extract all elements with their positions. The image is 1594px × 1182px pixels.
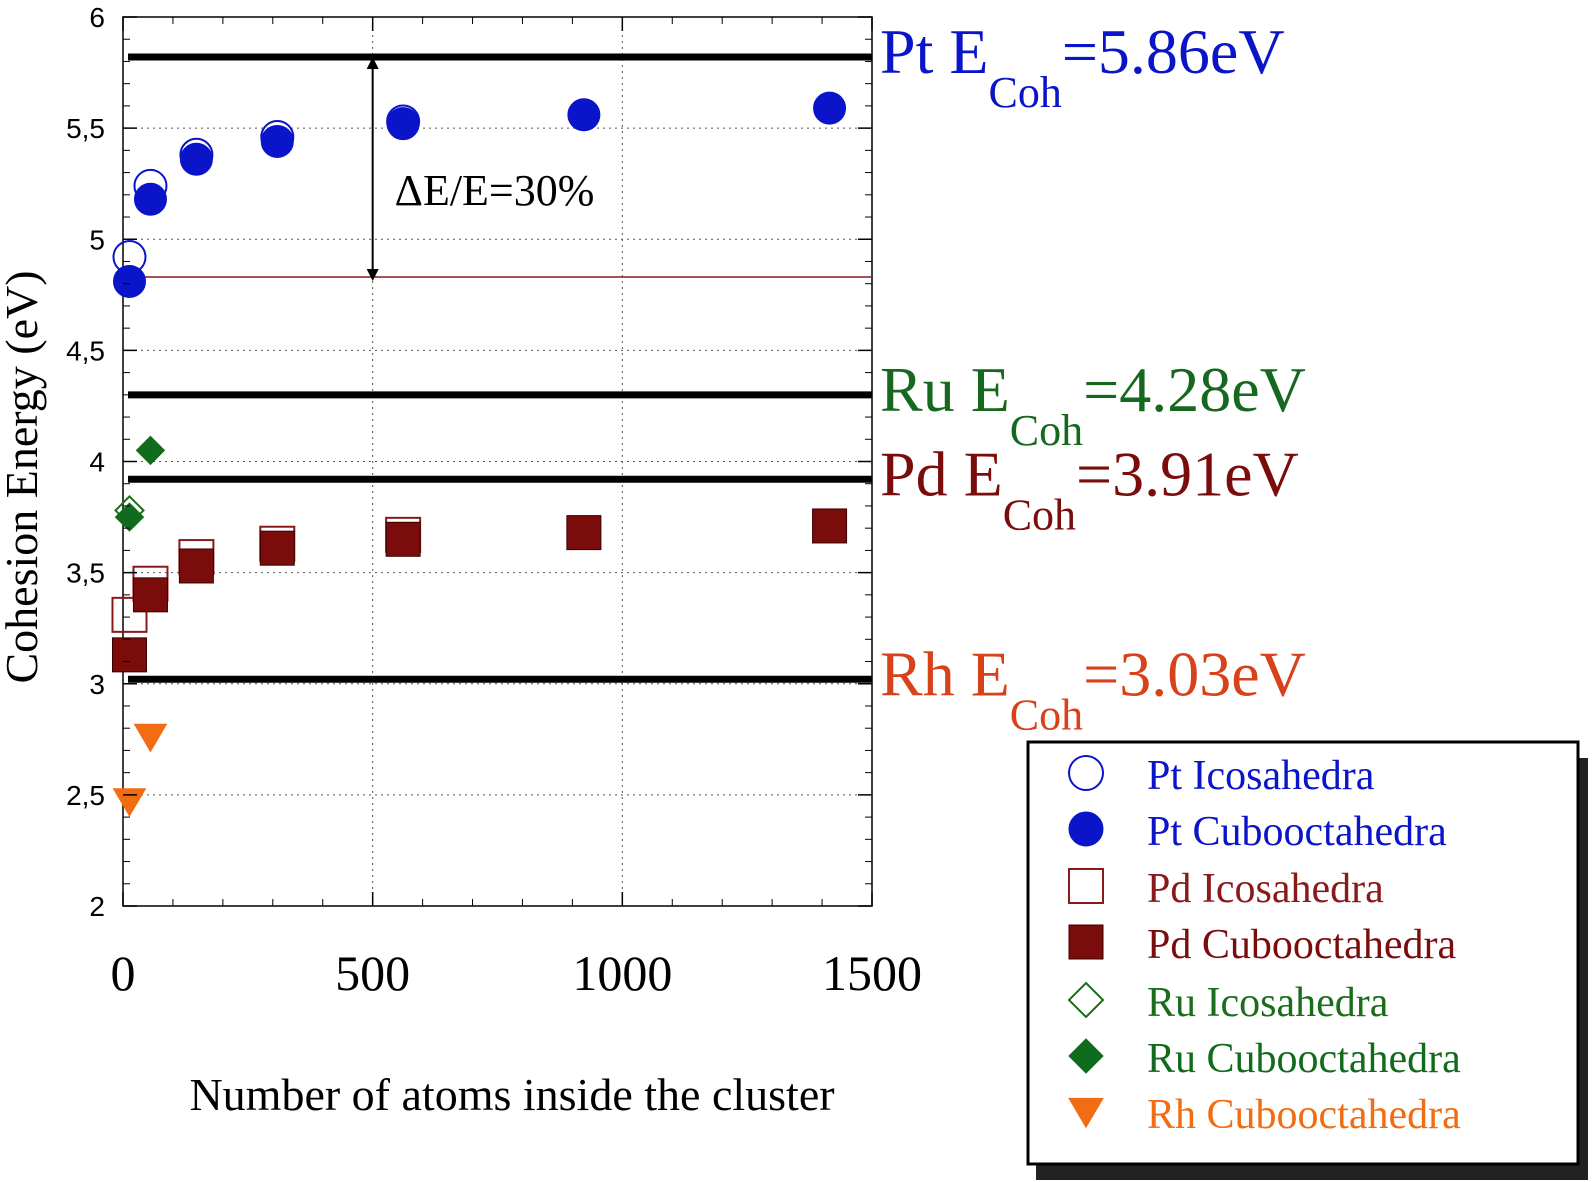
data-point (133, 182, 167, 216)
y-tick-label: 3,5 (66, 558, 105, 589)
reference-label-pd: Pd ECoh=3.91eV (880, 438, 1299, 539)
annotation: ΔE/E=30% (128, 57, 872, 282)
data-point (813, 91, 847, 125)
y-tick-label: 5 (89, 224, 105, 255)
y-tick-label: 5,5 (66, 113, 105, 144)
y-tick-label: 2 (89, 891, 105, 922)
y-tick-label: 6 (89, 2, 105, 33)
legend-label: Pd Cubooctahedra (1147, 922, 1456, 968)
y-tick-label: 2,5 (66, 780, 105, 811)
data-point (111, 596, 148, 633)
legend-entry: Pt Icosahedra (1068, 753, 1375, 799)
y-tick-label: 4 (89, 447, 105, 478)
data-point (385, 521, 421, 557)
data-point (135, 435, 166, 466)
legend-label: Ru Icosahedra (1147, 980, 1389, 1026)
x-tick-label: 500 (335, 945, 410, 1001)
legend-marker (1068, 868, 1104, 904)
x-tick-label: 1000 (572, 945, 672, 1001)
legend: Pt Icosahedra Pt Cubooctahedra Pd Icosahed… (1026, 740, 1588, 1180)
legend-box (1026, 740, 1580, 1166)
legend-entry: Ru Cubooctahedra (1068, 1036, 1461, 1082)
data-point (386, 107, 420, 141)
data-point (132, 577, 168, 613)
legend-entry: Ru Icosahedra (1067, 980, 1389, 1026)
legend-marker (1068, 1038, 1104, 1074)
legend-label: Rh Cubooctahedra (1147, 1092, 1461, 1138)
legend-label: Pt Icosahedra (1147, 753, 1375, 799)
series-ru-cubooctahedra (114, 435, 166, 532)
data-point (566, 515, 602, 551)
data-point (812, 508, 848, 544)
data-point (179, 142, 213, 176)
data-point (133, 723, 168, 753)
plot-area (122, 16, 873, 907)
data-point (178, 548, 214, 584)
series-pt-cubooctahedra (112, 91, 847, 298)
legend-marker (1068, 924, 1104, 960)
legend-entry: Pt Cubooctahedra (1068, 809, 1447, 855)
x-tick-label: 1500 (822, 945, 922, 1001)
y-tick-label: 3 (89, 669, 105, 700)
axis-ticks: 2 2,5 3 3,5 4 4,5 5 5,5 6 0 500 1000 1500 (66, 2, 922, 1001)
legend-marker (1068, 811, 1104, 847)
legend-entry: Pd Cubooctahedra (1068, 922, 1456, 968)
data-points (111, 91, 848, 817)
legend-marker (1068, 755, 1104, 791)
data-point (567, 98, 601, 132)
x-axis-title: Number of atoms inside the cluster (189, 1069, 834, 1120)
series-pd-cubooctahedra (111, 508, 848, 673)
data-point (111, 637, 147, 673)
series-rh-cubooctahedra (112, 723, 168, 817)
data-point (114, 502, 145, 532)
data-point (259, 530, 295, 566)
y-tick-label: 4,5 (66, 335, 105, 366)
legend-marker (1067, 981, 1105, 1019)
legend-label: Ru Cubooctahedra (1147, 1036, 1461, 1082)
data-point (260, 124, 294, 158)
legend-label: Pd Icosahedra (1147, 866, 1384, 912)
legend-entry: Pd Icosahedra (1068, 866, 1384, 912)
y-axis-title: Cohesion Energy (eV) (0, 270, 47, 683)
reference-label-pt: Pt ECoh=5.86eV (880, 16, 1285, 117)
data-point (112, 788, 147, 817)
legend-label: Pt Cubooctahedra (1147, 809, 1447, 855)
x-tick-label: 0 (111, 945, 136, 1001)
reference-label-ru: Ru ECoh=4.28eV (880, 354, 1306, 455)
reference-label-rh: Rh ECoh=3.03eV (880, 638, 1306, 739)
legend-entry: Rh Cubooctahedra (1068, 1092, 1461, 1138)
legend-marker (1068, 1097, 1104, 1129)
annotation-label: ΔE/E=30% (395, 166, 595, 215)
data-point (112, 264, 146, 298)
